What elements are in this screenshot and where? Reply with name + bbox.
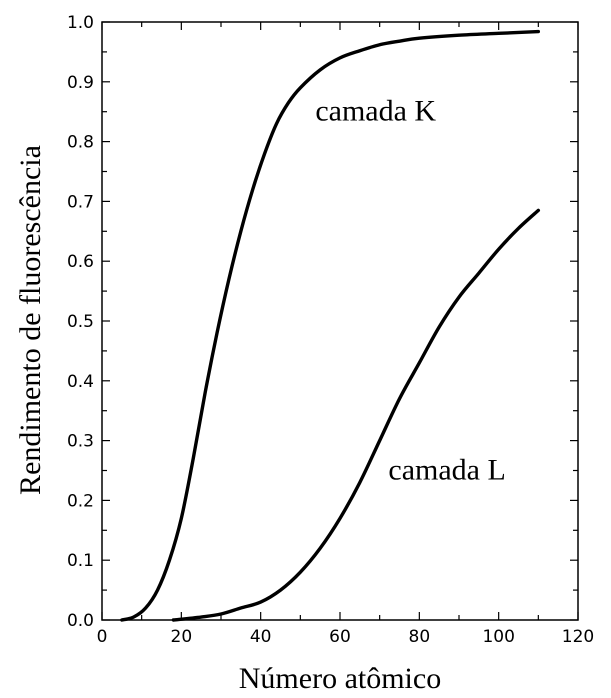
series-line-camada-k bbox=[120, 29, 541, 622]
y-tick-label: 0.2 bbox=[67, 491, 94, 511]
curves bbox=[120, 29, 541, 622]
x-tick-label: 80 bbox=[409, 627, 431, 647]
x-tick-label: 100 bbox=[482, 627, 514, 647]
series-line-camada-l bbox=[171, 208, 541, 622]
x-tick-label: 40 bbox=[250, 627, 272, 647]
y-axis-title: Rendimento de fluorescência bbox=[14, 145, 47, 495]
x-tick-label: 0 bbox=[97, 627, 108, 647]
axis-ticks bbox=[101, 21, 579, 621]
y-tick-label: 0.4 bbox=[67, 372, 94, 392]
y-tick-label: 0.6 bbox=[67, 252, 94, 272]
x-tick-label: 120 bbox=[562, 627, 594, 647]
annotation-camada-k: camada K bbox=[315, 95, 436, 128]
curve-annotations: camada K camada L bbox=[315, 95, 505, 487]
y-tick-label: 0.5 bbox=[67, 312, 94, 332]
annotation-camada-l: camada L bbox=[388, 453, 505, 486]
y-tick-label: 1.0 bbox=[67, 13, 94, 33]
y-tick-label: 0.7 bbox=[67, 192, 94, 212]
x-axis-title: Número atômico bbox=[239, 662, 441, 695]
x-tick-label: 20 bbox=[171, 627, 193, 647]
x-tick-labels: 0 20 40 60 80 100 120 bbox=[97, 627, 595, 647]
y-tick-label: 0.9 bbox=[67, 73, 94, 93]
y-tick-labels: 0.0 0.1 0.2 0.3 0.4 0.5 0.6 0.7 0.8 0.9 1.0 bbox=[67, 13, 94, 631]
y-tick-label: 0.3 bbox=[67, 432, 94, 452]
y-tick-label: 0.1 bbox=[67, 551, 94, 571]
x-tick-label: 60 bbox=[329, 627, 351, 647]
y-tick-label: 0.8 bbox=[67, 133, 94, 153]
y-tick-label: 0.0 bbox=[67, 611, 94, 631]
